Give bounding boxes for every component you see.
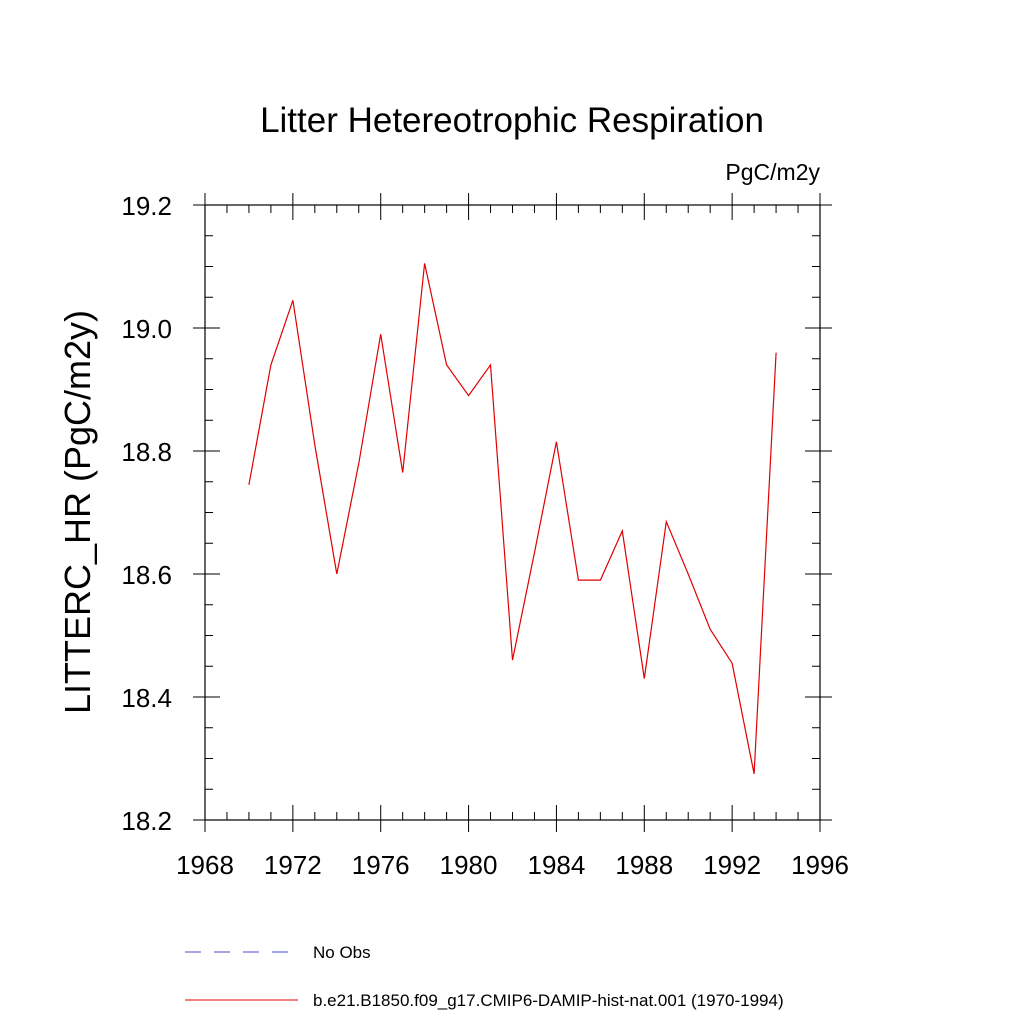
- x-tick-label: 1980: [440, 850, 498, 880]
- plot-frame: [204, 204, 821, 821]
- series-layer: [248, 263, 777, 775]
- x-tick-label: 1976: [352, 850, 410, 880]
- y-axis-label: LITTERC_HR (PgC/m2y): [57, 310, 98, 714]
- x-tick-label: 1988: [615, 850, 673, 880]
- y-tick-label: 18.6: [121, 560, 172, 590]
- axes: 1968 1972 1976 1980 1984 1988 1992 1996 18.2 18.4…: [121, 191, 849, 880]
- x-tick-label: 1968: [176, 850, 234, 880]
- series-line: [248, 263, 777, 775]
- y-tick-label: 18.8: [121, 437, 172, 467]
- y-tick-label: 18.4: [121, 683, 172, 713]
- x-tick-label: 1992: [703, 850, 761, 880]
- x-tick-label: 1996: [791, 850, 849, 880]
- chart-title: Litter Hetereotrophic Respiration: [260, 101, 764, 140]
- units-label: PgC/m2y: [725, 159, 820, 185]
- x-tick-label: 1984: [528, 850, 586, 880]
- y-tick-label: 19.0: [121, 314, 172, 344]
- legend-label: b.e21.B1850.f09_g17.CMIP6-DAMIP-hist-nat…: [313, 991, 784, 1010]
- x-tick-label: 1972: [264, 850, 322, 880]
- y-tick-label: 19.2: [121, 191, 172, 221]
- legend-label: No Obs: [313, 943, 371, 962]
- legend: No Obs b.e21.B1850.f09_g17.CMIP6-DAMIP-hi…: [185, 943, 784, 1010]
- y-tick-label: 18.2: [121, 806, 172, 836]
